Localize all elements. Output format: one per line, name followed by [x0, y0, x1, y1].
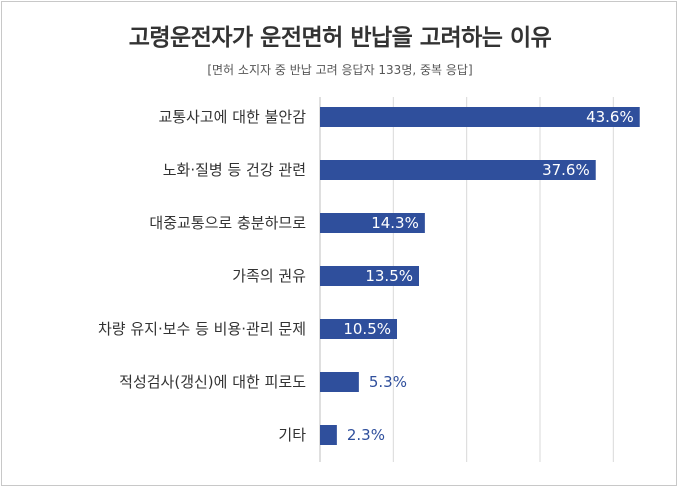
- category-label: 가족의 권유: [232, 267, 306, 285]
- category-label: 노화·질병 등 건강 관련: [163, 161, 306, 179]
- category-label: 교통사고에 대한 불안감: [158, 108, 306, 126]
- bar: [320, 425, 337, 445]
- bar: [320, 372, 359, 392]
- category-label: 적성검사(갱신)에 대한 피로도: [119, 373, 306, 391]
- bar: [320, 107, 640, 127]
- value-label: 2.3%: [347, 426, 385, 444]
- bar: [320, 319, 397, 339]
- category-label: 기타: [278, 426, 306, 444]
- chart-subtitle: [면허 소지자 중 반납 고려 응답자 133명, 중복 응답]: [207, 63, 473, 77]
- value-label: 10.5%: [343, 320, 391, 338]
- value-label: 5.3%: [369, 373, 407, 391]
- bar: [320, 266, 419, 286]
- bar: [320, 160, 596, 180]
- bar: [320, 213, 425, 233]
- value-label: 13.5%: [365, 267, 413, 285]
- chart-title: 고령운전자가 운전면허 반납을 고려하는 이유: [128, 25, 552, 51]
- value-label: 37.6%: [542, 161, 590, 179]
- category-label: 대중교통으로 충분하므로: [149, 214, 306, 232]
- value-label: 14.3%: [371, 214, 419, 232]
- category-label: 차량 유지·보수 등 비용·관리 문제: [98, 320, 306, 338]
- value-label: 43.6%: [586, 108, 634, 126]
